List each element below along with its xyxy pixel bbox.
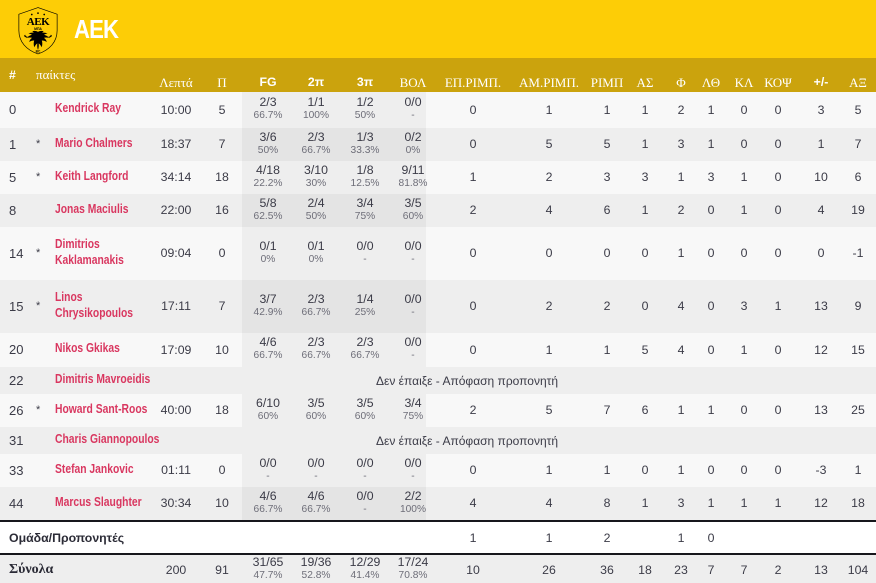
- svg-text:ΜΠΑ: ΜΠΑ: [34, 27, 42, 31]
- svg-text:BC: BC: [36, 50, 41, 54]
